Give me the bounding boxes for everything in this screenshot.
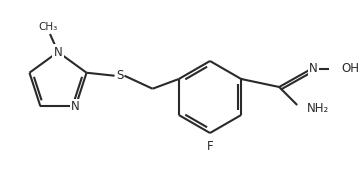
Text: N: N — [309, 63, 317, 75]
Text: NH₂: NH₂ — [307, 102, 329, 115]
Text: CH₃: CH₃ — [38, 22, 58, 32]
Text: OH: OH — [341, 63, 359, 75]
Text: N: N — [71, 100, 80, 113]
Text: N: N — [54, 46, 62, 58]
Text: S: S — [116, 69, 123, 82]
Text: F: F — [207, 139, 213, 152]
